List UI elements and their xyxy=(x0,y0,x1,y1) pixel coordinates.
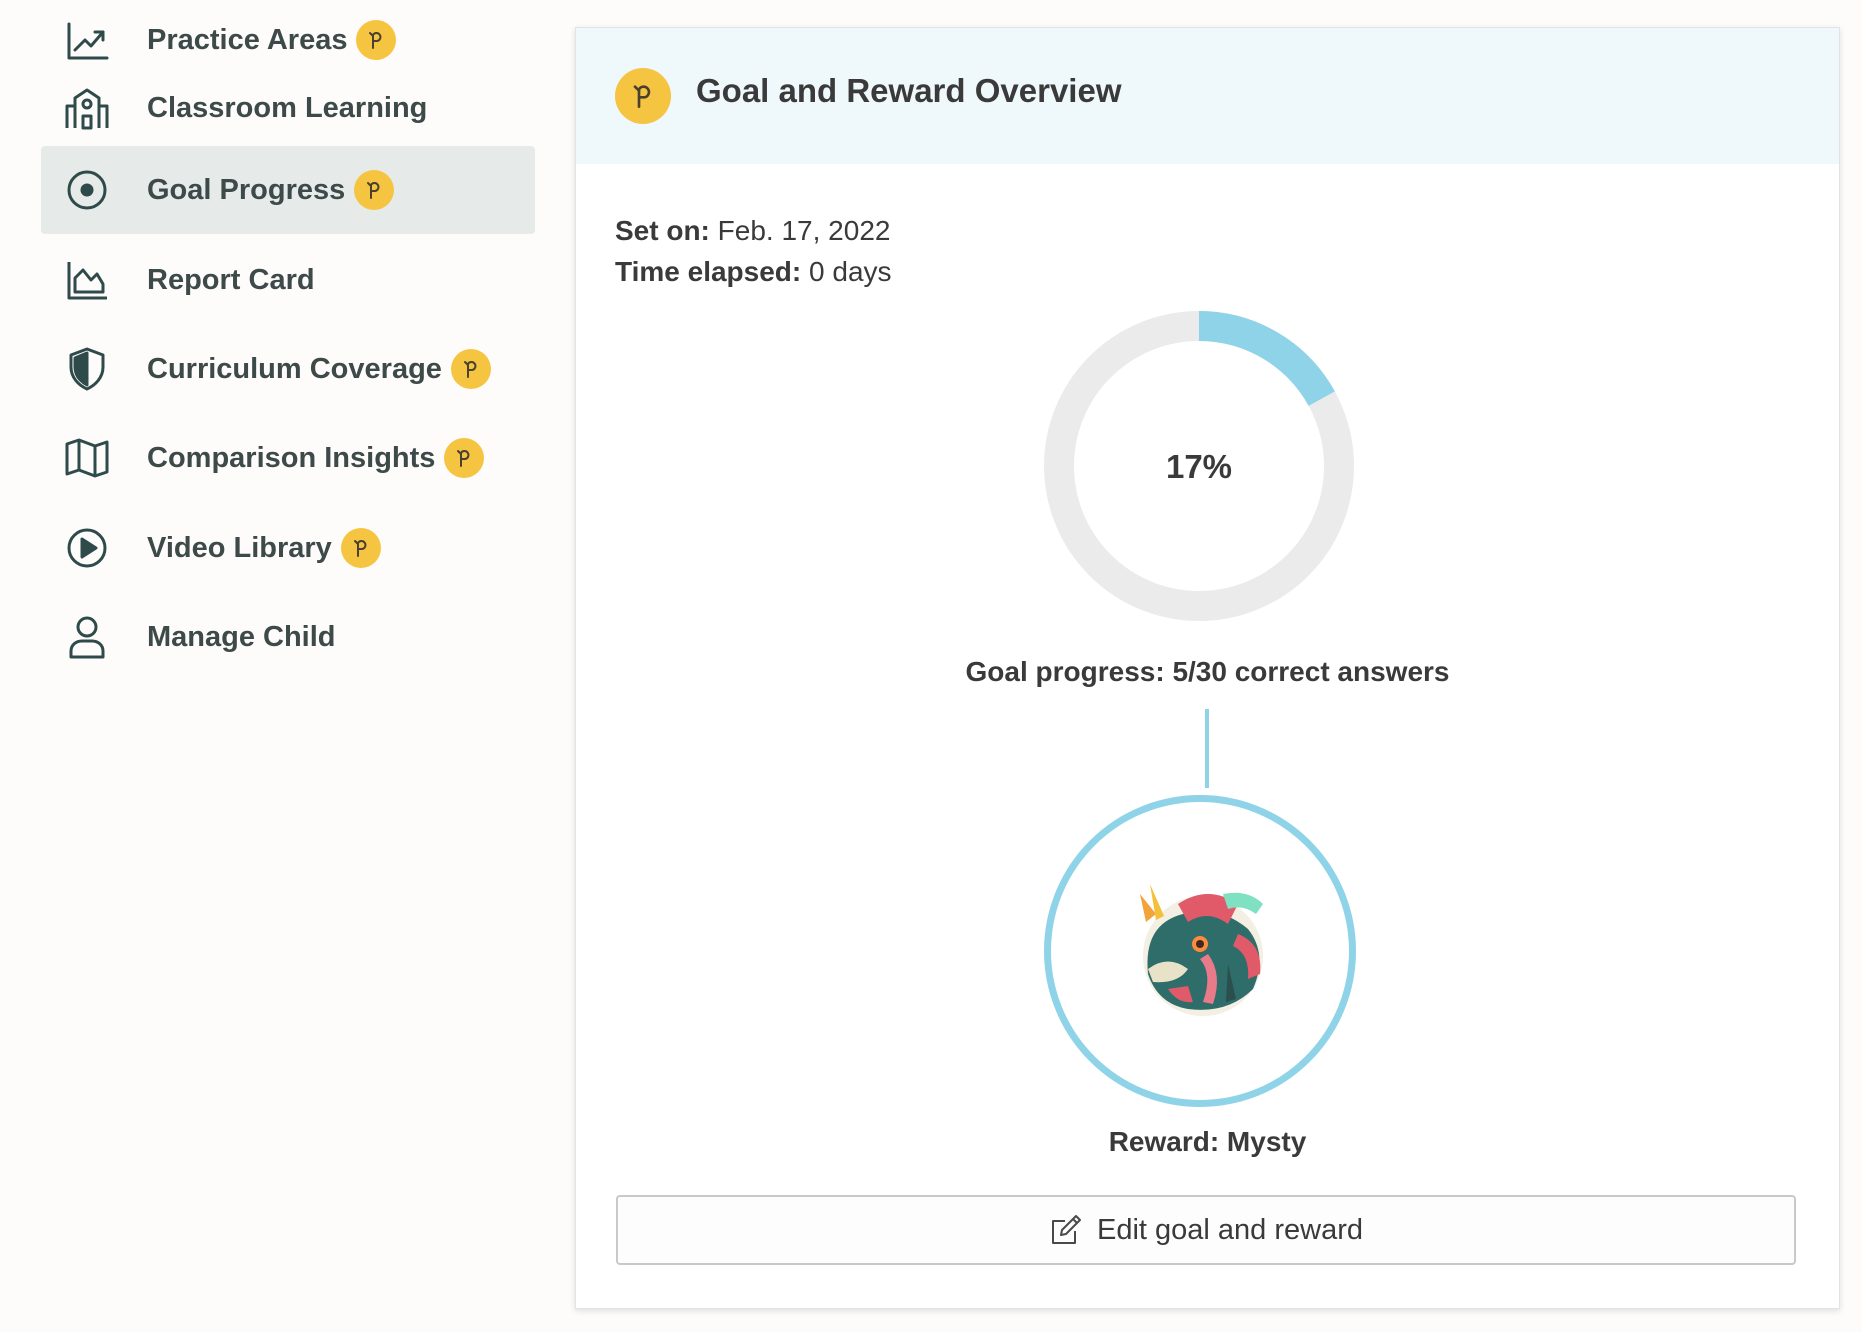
user-icon xyxy=(62,612,112,662)
goal-reward-card: Goal and Reward Overview Set on: Feb. 17… xyxy=(575,27,1840,1309)
set-on-line: Set on: Feb. 17, 2022 xyxy=(615,215,890,247)
shield-icon xyxy=(62,344,112,394)
premium-badge-icon xyxy=(356,20,397,60)
sidebar-item-report-card[interactable]: Report Card xyxy=(41,236,535,324)
sidebar-item-label: Manage Child xyxy=(147,621,336,653)
premium-badge-icon xyxy=(615,68,671,124)
sidebar-nav: Practice Areas Classroom Learning Goal P… xyxy=(0,0,560,1332)
edit-goal-button[interactable]: Edit goal and reward xyxy=(616,1195,1796,1265)
premium-badge-icon xyxy=(444,438,485,478)
time-elapsed-line: Time elapsed: 0 days xyxy=(615,256,892,288)
map-icon xyxy=(62,433,112,483)
progress-arc xyxy=(1044,311,1354,621)
progress-percent: 17% xyxy=(1165,448,1233,485)
premium-badge-icon xyxy=(340,528,381,568)
school-icon xyxy=(62,83,112,133)
set-on-label: Set on: xyxy=(615,215,710,246)
area-chart-icon xyxy=(62,255,112,305)
sidebar-item-label: Practice Areas xyxy=(147,24,348,56)
time-elapsed-label: Time elapsed: xyxy=(615,256,802,287)
goal-progress-text: Goal progress: 5/30 correct answers xyxy=(965,656,1450,687)
premium-badge-icon xyxy=(450,349,491,389)
reward-creature-image xyxy=(1140,884,1263,1016)
premium-badge-icon xyxy=(354,170,395,210)
play-circle-icon xyxy=(62,523,112,573)
sidebar-item-label: Report Card xyxy=(147,264,315,296)
sidebar-item-label: Classroom Learning xyxy=(147,92,428,124)
sidebar-item-comparison-insights[interactable]: Comparison Insights xyxy=(41,414,535,502)
sidebar-item-classroom-learning[interactable]: Classroom Learning xyxy=(41,64,535,152)
sidebar-item-label: Curriculum Coverage xyxy=(147,353,442,385)
trending-up-icon xyxy=(62,15,112,65)
sidebar-item-label: Goal Progress xyxy=(147,174,346,206)
time-elapsed-value: 0 days xyxy=(809,256,892,287)
set-on-value: Feb. 17, 2022 xyxy=(717,215,891,246)
reward-text: Reward: Mysty xyxy=(1108,1126,1307,1157)
sidebar-item-video-library[interactable]: Video Library xyxy=(41,504,535,592)
reward-avatar xyxy=(1044,795,1356,1107)
edit-icon xyxy=(1052,1215,1081,1244)
card-title: Goal and Reward Overview xyxy=(696,72,1122,109)
connector-line xyxy=(1205,709,1209,788)
sidebar-item-manage-child[interactable]: Manage Child xyxy=(41,593,535,681)
sidebar-item-goal-progress[interactable]: Goal Progress xyxy=(41,146,535,234)
sidebar-item-practice-areas[interactable]: Practice Areas xyxy=(41,0,535,84)
target-icon xyxy=(62,165,112,215)
card-header: Goal and Reward Overview xyxy=(576,28,1839,164)
progress-donut xyxy=(1044,311,1354,621)
edit-goal-label: Edit goal and reward xyxy=(1097,1213,1363,1246)
sidebar-item-label: Comparison Insights xyxy=(147,442,436,474)
sidebar-item-label: Video Library xyxy=(147,532,332,564)
sidebar-item-curriculum-coverage[interactable]: Curriculum Coverage xyxy=(41,325,535,413)
